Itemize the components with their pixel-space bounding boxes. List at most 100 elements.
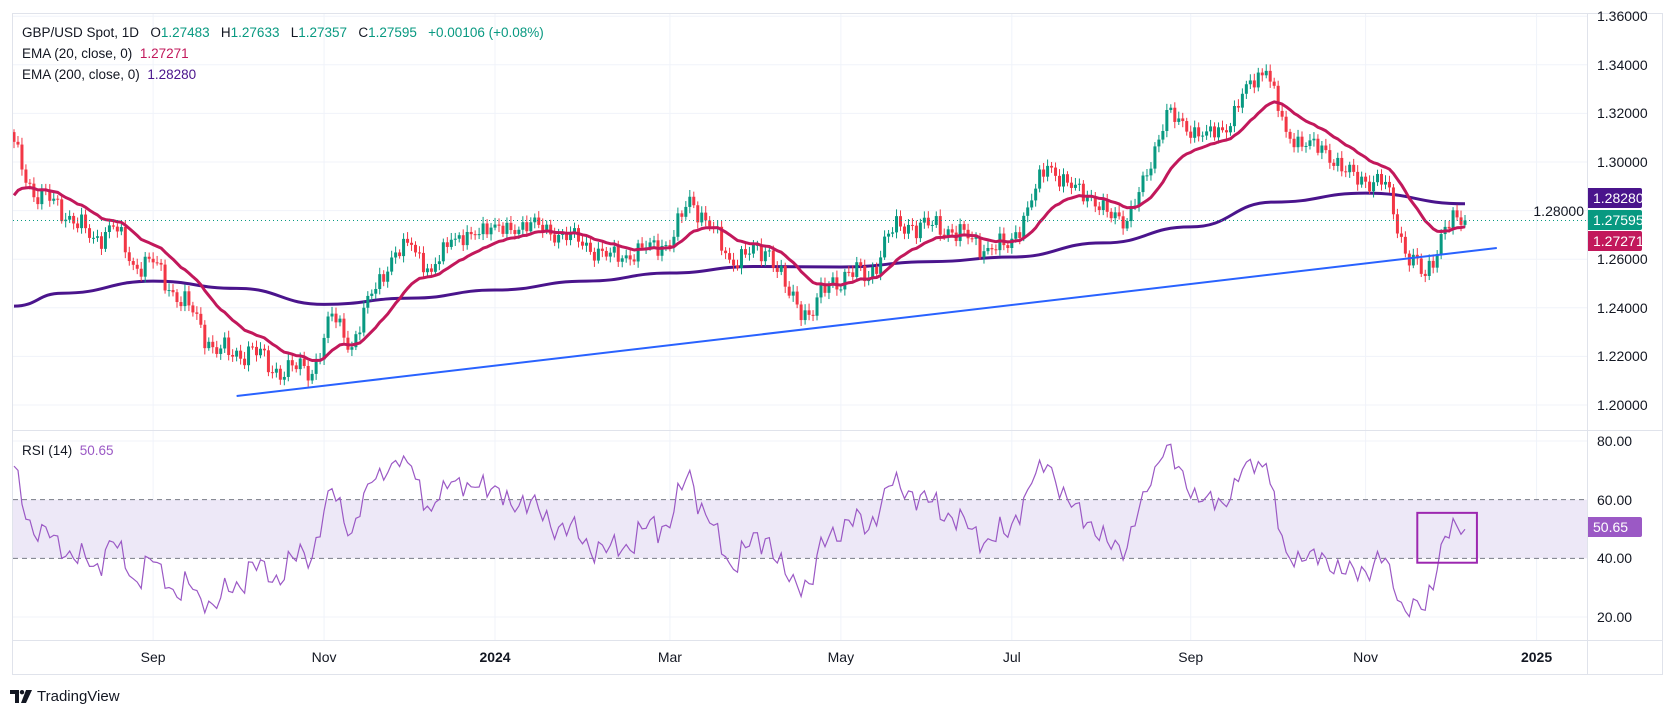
candle <box>990 243 994 256</box>
candle-body <box>1109 211 1113 219</box>
candle-body <box>195 312 199 314</box>
candle-body <box>747 253 751 255</box>
candle-body <box>1173 107 1177 122</box>
rsi-pane[interactable] <box>13 443 1478 619</box>
candle <box>191 301 195 317</box>
candle-body <box>1423 273 1427 276</box>
candle <box>1292 133 1296 153</box>
candle <box>362 301 366 337</box>
candle <box>1030 193 1034 211</box>
candle <box>1332 159 1336 171</box>
candle <box>231 349 235 362</box>
candle-body <box>417 252 421 254</box>
candle-body <box>592 251 596 261</box>
candle-body <box>1320 145 1324 153</box>
candle-body <box>934 216 938 225</box>
candle <box>398 249 402 259</box>
price-pane[interactable] <box>13 64 1588 398</box>
candle-body <box>1304 145 1308 147</box>
candle-body <box>1061 174 1065 187</box>
candle <box>739 245 743 275</box>
candle <box>728 247 732 264</box>
candle <box>378 267 382 295</box>
candle-body <box>1372 182 1376 192</box>
candle-body <box>1316 138 1320 153</box>
candle-body <box>111 225 115 227</box>
candle-body <box>1177 118 1181 122</box>
candle-body <box>1006 245 1010 249</box>
candle <box>779 259 783 276</box>
candle-body <box>20 144 24 170</box>
candle-body <box>509 222 513 231</box>
candle <box>910 218 914 231</box>
candle-body <box>1213 126 1217 138</box>
candle <box>692 191 696 209</box>
candle-body <box>990 248 994 250</box>
candle-body <box>787 286 791 296</box>
candle <box>195 306 199 320</box>
candle <box>1026 201 1030 223</box>
candle-body <box>1292 138 1296 148</box>
candle-body <box>72 215 76 224</box>
candle-body <box>127 252 131 262</box>
candle-body <box>688 196 692 207</box>
candle-body <box>930 224 934 226</box>
candle <box>859 258 863 272</box>
candle-body <box>370 293 374 296</box>
candle <box>1348 161 1352 178</box>
rsi-legend[interactable]: RSI (14) 50.65 <box>22 442 114 460</box>
candle-body <box>819 284 823 298</box>
candle-body <box>708 220 712 227</box>
candle-body <box>513 230 517 234</box>
price-tick-label: 1.24000 <box>1597 299 1648 316</box>
candle-body <box>732 259 736 266</box>
ema200-legend[interactable]: EMA (200, close, 0) 1.28280 <box>22 66 196 84</box>
candle <box>573 222 577 238</box>
candle-body <box>1248 80 1252 85</box>
candle-body <box>1427 260 1431 276</box>
candle <box>445 237 449 254</box>
candle-body <box>640 243 644 248</box>
candle-body <box>1391 187 1395 215</box>
candle-body <box>624 255 628 259</box>
candle <box>1109 208 1113 223</box>
candle-body <box>1312 138 1316 141</box>
candle-body <box>398 252 402 257</box>
candle-body <box>135 264 139 269</box>
candle <box>1376 169 1380 186</box>
candle <box>1344 165 1348 178</box>
candle-body <box>16 141 20 145</box>
candle <box>60 194 64 224</box>
candle <box>1316 134 1320 156</box>
candle-body <box>1050 165 1054 168</box>
candle <box>421 246 425 278</box>
candle <box>604 247 608 261</box>
candle-body <box>215 347 219 354</box>
candle-body <box>382 274 386 282</box>
ema20-line <box>13 100 1466 362</box>
candle <box>282 371 286 386</box>
candle <box>1228 122 1232 136</box>
ema20-legend[interactable]: EMA (20, close, 0) 1.27271 <box>22 45 189 63</box>
candle-body <box>807 310 811 315</box>
symbol-label[interactable]: GBP/USD Spot, 1D <box>22 25 140 40</box>
candle <box>370 289 374 301</box>
candle <box>1296 129 1300 153</box>
tradingview-branding[interactable]: TradingView <box>10 688 120 705</box>
brand-name: TradingView <box>37 688 120 705</box>
candle <box>457 232 461 243</box>
candle <box>1435 250 1439 273</box>
candle-body <box>354 334 358 348</box>
candle-body <box>521 222 525 230</box>
candle <box>243 351 247 369</box>
candle <box>262 344 266 357</box>
candle-body <box>895 216 899 233</box>
ema200-price-tag: 1.28280 <box>1588 188 1644 208</box>
candle-body <box>1447 226 1451 229</box>
candle-body <box>203 324 207 349</box>
candle-body <box>274 368 278 373</box>
ema20-price-tag: 1.27271 <box>1588 231 1644 251</box>
candle <box>1364 172 1368 188</box>
candle-body <box>286 360 290 377</box>
